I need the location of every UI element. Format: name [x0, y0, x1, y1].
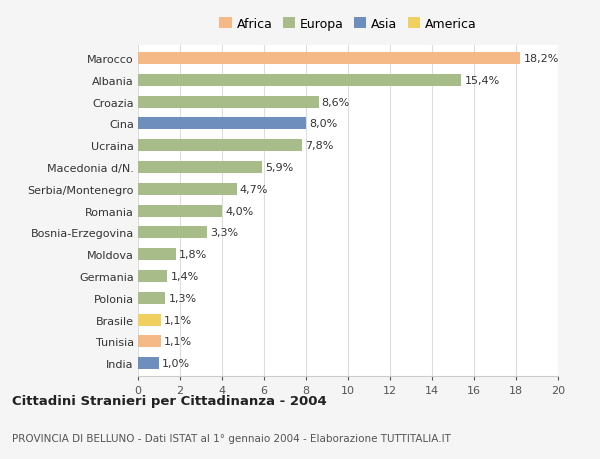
Text: 3,3%: 3,3% [211, 228, 239, 238]
Bar [138, 205, 222, 217]
Bar [138, 184, 236, 196]
Legend: Africa, Europa, Asia, America: Africa, Europa, Asia, America [217, 15, 479, 33]
Text: 1,3%: 1,3% [169, 293, 197, 303]
Bar [138, 249, 176, 261]
Bar [138, 75, 461, 87]
Bar [138, 162, 262, 174]
Text: 7,8%: 7,8% [305, 141, 334, 151]
Text: 1,8%: 1,8% [179, 250, 207, 260]
Bar [138, 292, 166, 304]
Text: 4,0%: 4,0% [225, 206, 253, 216]
Bar [138, 358, 159, 369]
Text: 4,7%: 4,7% [240, 185, 268, 195]
Bar [138, 270, 167, 282]
Text: 1,1%: 1,1% [164, 315, 193, 325]
Text: Cittadini Stranieri per Cittadinanza - 2004: Cittadini Stranieri per Cittadinanza - 2… [12, 394, 327, 407]
Bar [138, 227, 208, 239]
Text: 1,4%: 1,4% [170, 271, 199, 281]
Bar [138, 140, 302, 152]
Bar [138, 118, 306, 130]
Bar [138, 314, 161, 326]
Bar [138, 336, 161, 347]
Text: 1,1%: 1,1% [164, 336, 193, 347]
Text: 1,0%: 1,0% [162, 358, 190, 368]
Text: PROVINCIA DI BELLUNO - Dati ISTAT al 1° gennaio 2004 - Elaborazione TUTTITALIA.I: PROVINCIA DI BELLUNO - Dati ISTAT al 1° … [12, 433, 451, 442]
Text: 15,4%: 15,4% [464, 76, 500, 86]
Text: 8,6%: 8,6% [322, 97, 350, 107]
Bar [138, 96, 319, 108]
Text: 18,2%: 18,2% [523, 54, 559, 64]
Text: 5,9%: 5,9% [265, 162, 293, 173]
Bar [138, 53, 520, 65]
Text: 8,0%: 8,0% [309, 119, 337, 129]
